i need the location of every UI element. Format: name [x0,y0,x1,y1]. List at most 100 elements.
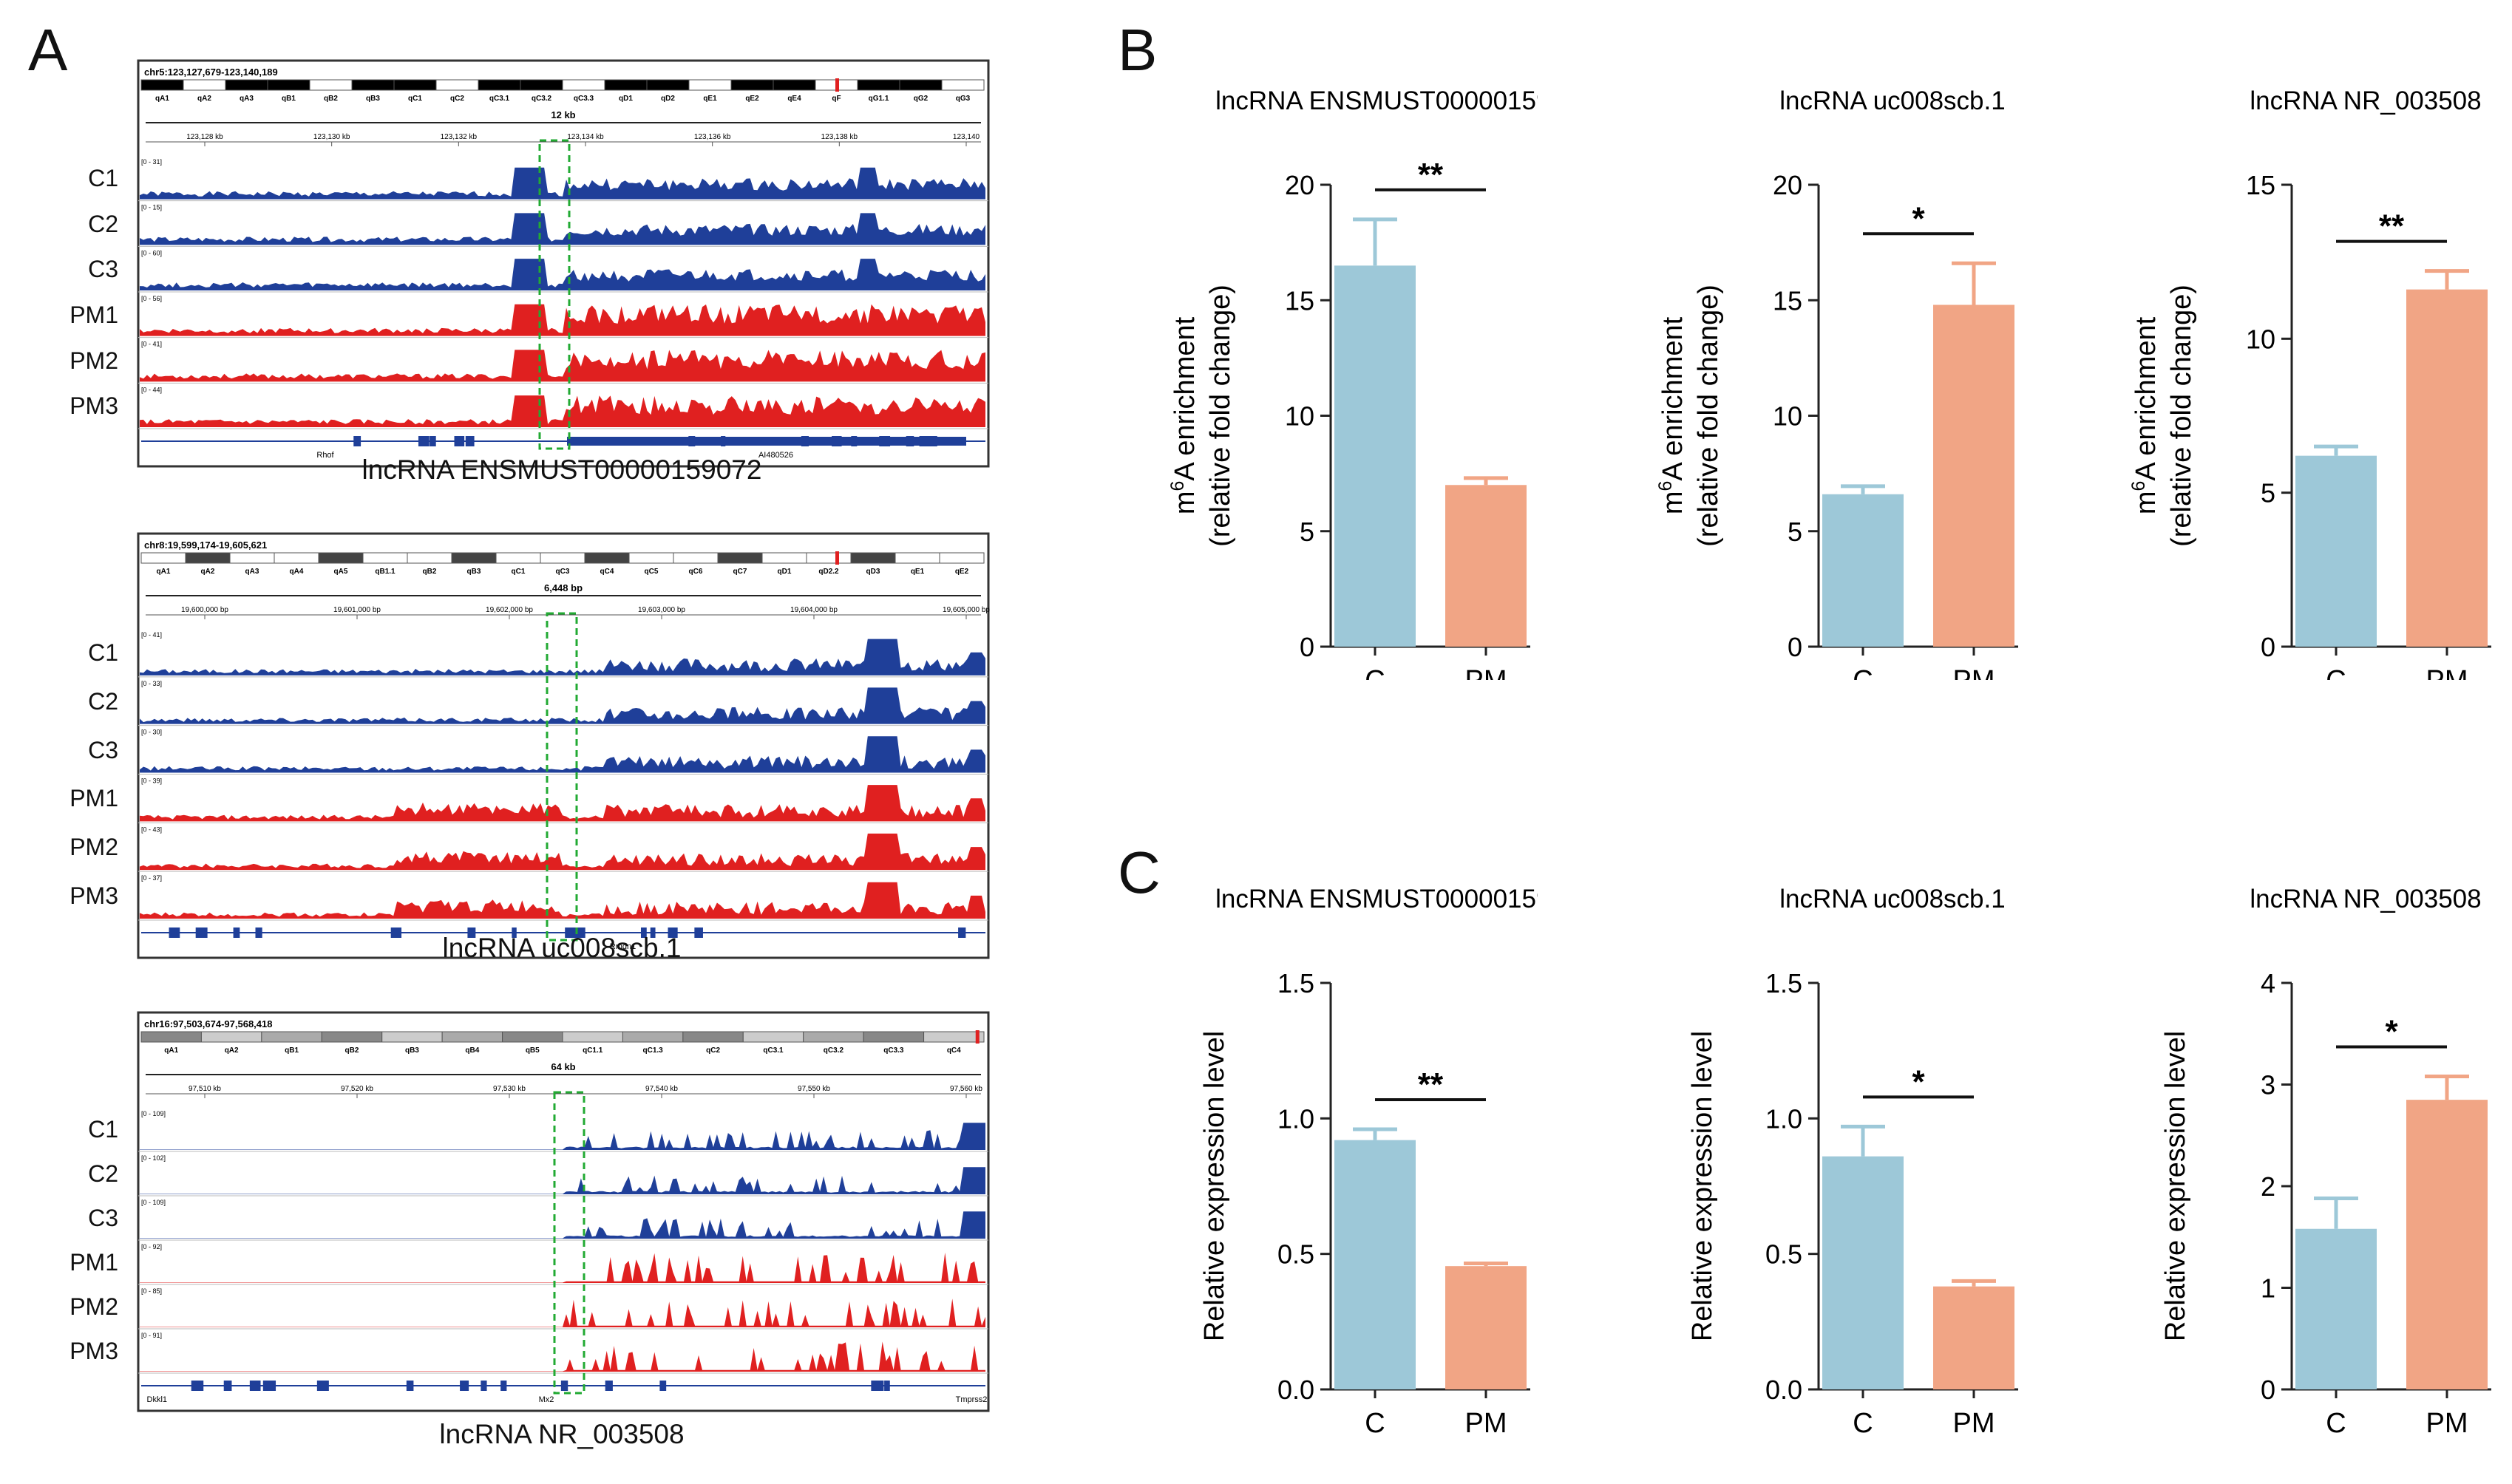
signal-track-pm3 [140,395,985,427]
y-axis-label: m6A enrichment [1655,316,1688,514]
browser-frame [137,1011,990,1412]
ideogram-band [803,1031,864,1043]
ruler-tick-label: 97,540 kb [645,1085,678,1093]
y-axis-label: Relative expression level [1687,1031,1718,1341]
y-tick-label: 0.5 [1765,1239,1802,1270]
chart-title: lncRNA ENSMUST00000159072 [1215,86,1538,115]
y-tick-label: 0.5 [1277,1239,1314,1270]
band-label: qE2 [745,95,759,103]
gene-exon [650,928,656,938]
band-label: qE1 [911,568,925,576]
ideogram-band [628,552,674,564]
ideogram-band [362,552,408,564]
gene-label: AI480526 [758,451,793,460]
ideogram-band [562,79,605,91]
gene-label: Rhof [316,451,334,460]
y-tick-label: 0 [1788,632,1802,662]
sample-label: C3 [88,736,118,763]
y-axis-label: m6A enrichment [2128,316,2162,514]
sample-label: PM2 [69,347,118,374]
ideogram-band [604,79,648,91]
bar-c [1822,494,1904,647]
genome-browser-ensmust: chr5:123,127,679-123,140,189 qA1 qA2 qA3 qB1… [137,59,990,468]
genome-browser-nr003: chr16:97,503,674-97,568,418 qA1 qA2 qB1 qB2 q… [137,1011,990,1412]
band-label: qC3.3 [574,95,594,103]
sample-label: C2 [88,210,118,237]
significance-marker: * [2385,1014,2398,1050]
band-label: qC1 [512,568,526,576]
y-tick-label: 5 [1300,517,1314,547]
ideogram-band [435,79,479,91]
browser-frame [137,59,990,468]
ruler-tick-label: 123,136 kb [694,133,731,141]
ideogram-band [673,552,719,564]
sample-label: PM3 [69,882,118,910]
y-tick-label: 0 [2261,632,2275,662]
chart-b-2: lncRNA uc008scb.1 0 5 10 15 20 m6A enrichment(… [1655,86,2018,680]
track-range: [0 - 56] [141,295,162,302]
ideogram-band [584,552,630,564]
bar-c [1334,265,1416,647]
y-tick-label: 2 [2261,1171,2275,1202]
track-range: [0 - 31] [141,158,162,166]
gene-exon [262,1381,276,1391]
bar-pm [1933,304,2014,647]
y-tick-label: 0 [2261,1375,2275,1405]
track-range: [0 - 37] [141,874,162,882]
sample-label: PM2 [69,834,118,861]
panel-label-c: C [1118,840,1161,905]
ruler-tick-label: 123,132 kb [441,133,478,141]
scale-label: 6,448 bp [544,582,583,593]
ideogram-band [441,1031,503,1043]
band-label: qA4 [290,568,304,576]
gene-label: Mx2 [539,1395,554,1404]
ideogram-band [309,79,353,91]
y-axis-label: Relative expression level [2160,1031,2191,1341]
band-label: qB3 [405,1046,419,1055]
track-range: [0 - 60] [141,249,162,256]
gene-exon [884,1381,890,1391]
browser-caption: lncRNA NR_003508 [439,1419,685,1449]
track-range: [0 - 39] [141,777,162,785]
gene-exon [195,928,208,938]
y-tick-label: 10 [1773,401,1802,432]
gene-exon [560,1381,568,1391]
band-label: qC6 [689,568,703,576]
signal-track-c3 [140,259,985,290]
x-tick-label: C [1365,665,1385,680]
track-range: [0 - 41] [141,631,162,639]
gene-exon [460,1381,469,1391]
ideogram-band [183,79,226,91]
gene-exon [481,1381,487,1391]
chart-title: lncRNA uc008scb.1 [1779,885,2005,913]
ruler-tick-label: 97,520 kb [341,1085,373,1093]
sample-label: C3 [88,1205,118,1231]
signal-track-c2 [140,687,985,724]
chart-b-3: lncRNA NR_003508 0 5 10 15 m6A enrichment (rel… [2128,86,2491,680]
band-label: qC3.2 [824,1046,844,1055]
track-range: [0 - 15] [141,204,162,211]
band-label: qB1 [285,1046,299,1055]
highlight-box [553,1091,585,1395]
ideogram-band [225,79,268,91]
ideogram-marker [835,78,839,92]
ideogram-band [393,79,437,91]
band-label: qG2 [914,95,929,103]
ideogram-band [229,552,275,564]
browser-coord: chr5:123,127,679-123,140,189 [144,67,278,78]
gene-exon [500,1381,507,1391]
y-tick-label: 15 [1285,285,1314,316]
ideogram-band [773,79,816,91]
ideogram-band [540,552,585,564]
band-label: qC3.1 [489,95,510,103]
band-label: qB2 [324,95,338,103]
ideogram-band [857,79,900,91]
chart-title: lncRNA NR_003508 [2250,885,2481,913]
band-label: qC7 [733,568,747,576]
band-label: qB4 [465,1046,479,1055]
signal-track-c2 [140,213,985,245]
chart-c-3: lncRNA NR_003508 0 1 2 3 4 Relative expression… [2160,885,2491,1439]
band-label: qC3.2 [532,95,552,103]
ideogram-band [351,79,395,91]
ideogram-band [140,552,186,564]
